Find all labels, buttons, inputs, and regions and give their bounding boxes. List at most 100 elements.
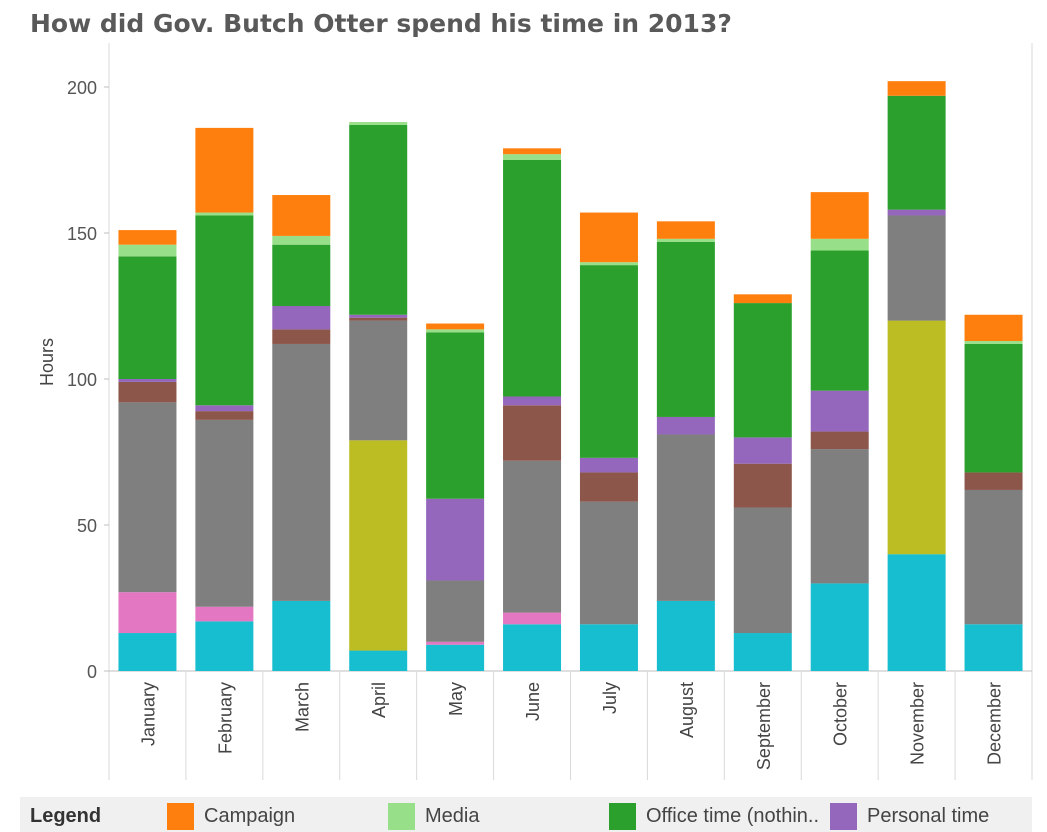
bar-segment bbox=[195, 621, 254, 671]
bar-segment bbox=[272, 195, 331, 236]
legend: Legend Campaign Media Office time (nothi… bbox=[20, 797, 1032, 832]
bar-segment bbox=[579, 501, 638, 625]
x-tick-label: July bbox=[600, 682, 620, 714]
bar-segment bbox=[349, 440, 408, 651]
bar-segment bbox=[349, 122, 408, 125]
legend-label-campaign: Campaign bbox=[204, 805, 296, 827]
y-axis-label: Hours bbox=[37, 338, 57, 386]
bar-segment bbox=[503, 148, 562, 155]
bar-segment bbox=[195, 215, 254, 406]
bar-segment bbox=[426, 641, 485, 645]
bar-segment bbox=[887, 320, 946, 555]
bar-segment bbox=[426, 580, 485, 642]
bar-segment bbox=[810, 192, 869, 239]
bar-segment bbox=[118, 381, 177, 403]
bar-segment bbox=[272, 329, 331, 344]
bar-segment bbox=[656, 600, 715, 671]
bar-segment bbox=[656, 434, 715, 601]
bar-segment bbox=[272, 244, 331, 306]
legend-swatch-media bbox=[388, 803, 415, 830]
bar-segment bbox=[118, 379, 177, 382]
bar-segment bbox=[426, 332, 485, 499]
bar-segment bbox=[656, 241, 715, 417]
bar-segment bbox=[656, 238, 715, 242]
bar-segment bbox=[964, 472, 1023, 490]
x-tick-label: March bbox=[292, 682, 312, 732]
bar-segment bbox=[426, 329, 485, 333]
bar-segment bbox=[349, 124, 408, 315]
bar-segment bbox=[349, 650, 408, 671]
bar-segment bbox=[579, 472, 638, 502]
bar-segment bbox=[118, 592, 177, 634]
bar-segment bbox=[579, 457, 638, 473]
bar-segment bbox=[118, 402, 177, 593]
bar-segment bbox=[964, 341, 1023, 344]
bar-segment bbox=[349, 317, 408, 321]
bar-segment bbox=[503, 154, 562, 160]
bar-segment bbox=[964, 624, 1023, 671]
bar-segment bbox=[579, 262, 638, 266]
x-tick-label: October bbox=[831, 682, 851, 746]
bar-segment bbox=[579, 265, 638, 458]
bar-segment bbox=[195, 419, 254, 607]
bar-segment bbox=[272, 600, 331, 671]
bar-segment bbox=[733, 294, 792, 304]
bar-segment bbox=[503, 405, 562, 461]
chart-area: 0 50 100 150 200 Hours January February March Apr… bbox=[37, 43, 1033, 780]
bar-segment bbox=[656, 221, 715, 239]
y-tick-label: 100 bbox=[67, 370, 97, 390]
bar-segment bbox=[118, 256, 177, 379]
bar-segment bbox=[733, 633, 792, 671]
bar-segment bbox=[810, 390, 869, 432]
bar-segment bbox=[118, 633, 177, 671]
x-tick-label: June bbox=[523, 682, 543, 721]
x-tick-label: September bbox=[754, 682, 774, 770]
bar-segment bbox=[810, 431, 869, 450]
bar-segment bbox=[118, 244, 177, 257]
bar-segment bbox=[503, 160, 562, 397]
bar-segment bbox=[195, 212, 254, 216]
legend-label-media: Media bbox=[425, 805, 480, 827]
bar-segment bbox=[118, 230, 177, 245]
bar-segment bbox=[195, 405, 254, 412]
bar-segment bbox=[733, 437, 792, 464]
bar-segment bbox=[964, 314, 1023, 342]
bar-segment bbox=[887, 215, 946, 321]
x-tick-label: August bbox=[677, 682, 697, 738]
bar-segment bbox=[579, 624, 638, 671]
bar-segment bbox=[656, 416, 715, 435]
bar-segment bbox=[733, 463, 792, 508]
bar-segment bbox=[349, 314, 408, 318]
y-tick-label: 150 bbox=[67, 224, 97, 244]
legend-swatch-office-time bbox=[609, 803, 636, 830]
x-tick-label: February bbox=[215, 682, 235, 754]
legend-swatch-personal-time bbox=[830, 803, 857, 830]
bar-segment bbox=[272, 235, 331, 245]
bar-segment bbox=[426, 323, 485, 330]
bar-segment bbox=[195, 411, 254, 420]
bar-segment bbox=[810, 449, 869, 584]
bar-segment bbox=[733, 507, 792, 634]
x-tick-label: January bbox=[138, 682, 158, 746]
bar-segment bbox=[964, 343, 1023, 473]
bar-segment bbox=[887, 81, 946, 96]
x-tick-label: May bbox=[446, 682, 466, 716]
legend-swatch-campaign bbox=[167, 803, 194, 830]
bar-segment bbox=[426, 644, 485, 671]
bar-segment bbox=[887, 209, 946, 216]
bar-segment bbox=[887, 95, 946, 210]
bar-segment bbox=[810, 238, 869, 251]
y-tick-label: 50 bbox=[77, 516, 97, 536]
bar-segment bbox=[503, 612, 562, 625]
bar-segment bbox=[426, 498, 485, 581]
bar-segment bbox=[272, 343, 331, 601]
bar-segment bbox=[579, 212, 638, 263]
bar-segment bbox=[810, 250, 869, 391]
bar-segment bbox=[503, 624, 562, 671]
x-tick-label: December bbox=[985, 682, 1005, 765]
bar-segment bbox=[503, 460, 562, 613]
bar-segment bbox=[503, 396, 562, 406]
y-tick-label: 0 bbox=[87, 662, 97, 682]
bar-segment bbox=[195, 127, 254, 213]
bar-segment bbox=[272, 306, 331, 330]
